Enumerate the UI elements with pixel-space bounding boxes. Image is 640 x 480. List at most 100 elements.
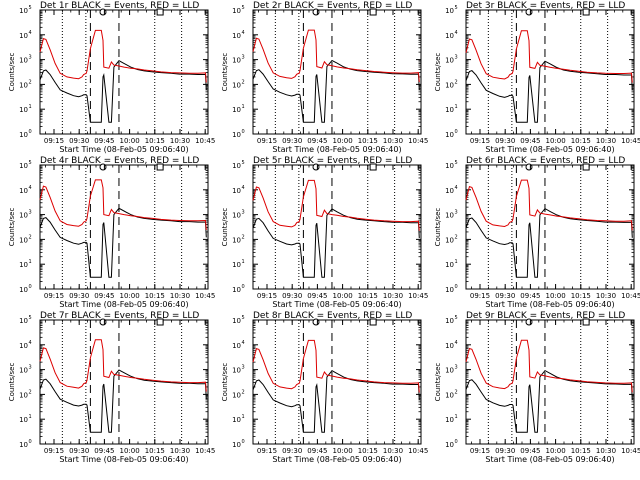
series-line-events <box>252 59 420 123</box>
panel-title: Det 6r BLACK = Events, RED = LLD <box>466 156 625 166</box>
y-tick-label: 10 <box>19 131 28 139</box>
x-axis-label: Start Time (08-Feb-05 09:06:40) <box>59 300 188 309</box>
y-tick-exponent: 1 <box>242 104 245 110</box>
x-tick-label: 10:30 <box>596 137 616 145</box>
x-tick-label: 10:15 <box>145 292 165 300</box>
plot-frame <box>252 164 422 290</box>
y-tick-exponent: 5 <box>242 315 245 321</box>
x-tick-label: 09:45 <box>94 137 114 145</box>
x-tick-label: 10:00 <box>546 292 566 300</box>
x-tick-label: 10:00 <box>120 447 140 455</box>
series-line-lld <box>465 179 633 231</box>
square-marker <box>369 8 377 16</box>
x-axis-label: Start Time (08-Feb-05 09:06:40) <box>485 455 614 464</box>
y-tick-label: 10 <box>19 367 28 375</box>
y-tick-label: 10 <box>232 286 241 294</box>
y-tick-label: 10 <box>445 236 454 244</box>
plot-frame <box>465 9 635 135</box>
y-tick-label: 10 <box>232 391 241 399</box>
plot-frame <box>465 164 635 290</box>
y-tick-exponent: 1 <box>455 414 458 420</box>
series-line-events <box>465 60 633 123</box>
panel-title: Det 4r BLACK = Events, RED = LLD <box>40 156 199 166</box>
x-tick-label: 09:15 <box>257 292 277 300</box>
x-tick-label: 10:30 <box>596 447 616 455</box>
y-tick-exponent: 4 <box>242 30 245 36</box>
circle-marker <box>312 8 320 16</box>
x-tick-label: 10:30 <box>383 137 403 145</box>
y-tick-exponent: 5 <box>29 5 32 11</box>
panel-title: Det 3r BLACK = Events, RED = LLD <box>466 1 625 11</box>
y-tick-exponent: 1 <box>29 104 32 110</box>
y-axis-label: Counts/sec <box>434 53 442 92</box>
y-tick-label: 10 <box>445 367 454 375</box>
y-tick-label: 10 <box>232 317 241 325</box>
x-axis-label: Start Time (08-Feb-05 09:06:40) <box>272 300 401 309</box>
y-tick-label: 10 <box>19 32 28 40</box>
square-marker <box>582 163 590 171</box>
series-line-lld <box>465 30 633 83</box>
y-tick-label: 10 <box>19 317 28 325</box>
y-tick-label: 10 <box>19 81 28 89</box>
x-tick-label: 10:15 <box>571 292 591 300</box>
square-marker <box>582 318 590 326</box>
x-tick-label: 10:00 <box>333 447 353 455</box>
circle-marker <box>525 318 533 326</box>
x-tick-label: 10:00 <box>120 137 140 145</box>
x-tick-label: 10:30 <box>170 447 190 455</box>
x-tick-label: 10:45 <box>621 137 640 145</box>
x-tick-label: 10:00 <box>333 292 353 300</box>
circle-marker <box>312 318 320 326</box>
circle-marker <box>99 163 107 171</box>
y-tick-exponent: 1 <box>29 259 32 265</box>
y-tick-exponent: 5 <box>455 315 458 321</box>
y-tick-exponent: 4 <box>455 30 458 36</box>
x-tick-label: 09:15 <box>470 447 490 455</box>
x-tick-label: 09:30 <box>69 292 89 300</box>
y-tick-exponent: 0 <box>29 284 32 290</box>
y-axis-label: Counts/sec <box>8 53 16 92</box>
y-tick-label: 10 <box>445 441 454 449</box>
x-axis-label: Start Time (08-Feb-05 09:06:40) <box>272 455 401 464</box>
panel-title: Det 9r BLACK = Events, RED = LLD <box>466 311 625 321</box>
x-tick-label: 09:45 <box>307 137 327 145</box>
y-tick-exponent: 1 <box>29 414 32 420</box>
x-tick-label: 10:15 <box>145 447 165 455</box>
series-line-events <box>465 207 633 278</box>
y-tick-exponent: 1 <box>455 104 458 110</box>
y-tick-label: 10 <box>232 367 241 375</box>
series-line-events <box>252 208 420 278</box>
y-axis-label: Counts/sec <box>434 208 442 247</box>
y-tick-label: 10 <box>445 391 454 399</box>
y-tick-label: 10 <box>445 286 454 294</box>
x-tick-label: 10:00 <box>333 137 353 145</box>
x-tick-label: 10:45 <box>408 137 428 145</box>
x-tick-label: 10:30 <box>170 137 190 145</box>
y-tick-exponent: 5 <box>242 160 245 166</box>
x-tick-label: 09:15 <box>470 292 490 300</box>
series-line-lld <box>465 339 633 393</box>
x-tick-label: 09:15 <box>257 447 277 455</box>
plot-frame <box>39 164 209 290</box>
y-tick-exponent: 2 <box>242 389 245 395</box>
square-marker <box>156 163 164 171</box>
y-tick-label: 10 <box>232 416 241 424</box>
y-axis-label: Counts/sec <box>221 208 229 247</box>
series-line-events <box>465 369 633 433</box>
y-tick-exponent: 3 <box>29 365 32 371</box>
y-tick-exponent: 2 <box>29 389 32 395</box>
y-axis-label: Counts/sec <box>8 363 16 402</box>
y-tick-exponent: 0 <box>242 439 245 445</box>
square-marker <box>369 163 377 171</box>
x-tick-label: 09:45 <box>520 447 540 455</box>
y-tick-exponent: 2 <box>29 79 32 85</box>
x-tick-label: 10:45 <box>408 292 428 300</box>
y-tick-exponent: 2 <box>29 234 32 240</box>
y-tick-exponent: 0 <box>455 129 458 135</box>
y-tick-label: 10 <box>445 416 454 424</box>
panel-title: Det 8r BLACK = Events, RED = LLD <box>253 311 412 321</box>
y-tick-label: 10 <box>19 212 28 220</box>
